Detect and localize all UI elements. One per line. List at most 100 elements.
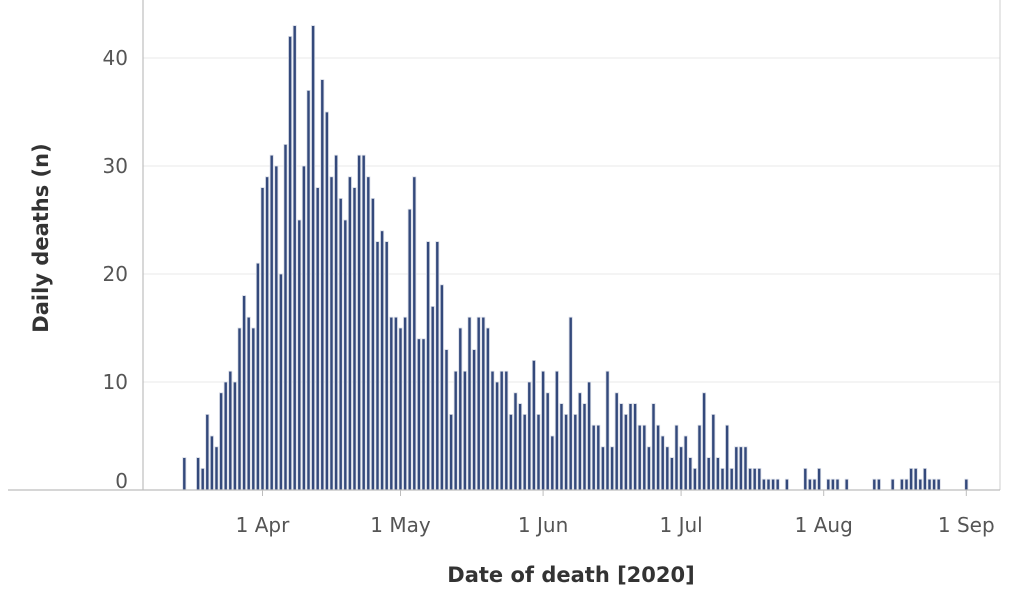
bar [757, 467, 762, 491]
bar [642, 424, 647, 491]
bar [651, 403, 656, 491]
bar [766, 478, 771, 491]
bar [472, 349, 477, 491]
bar [357, 154, 362, 491]
bar [844, 478, 849, 491]
bar [826, 478, 831, 491]
bar [453, 370, 458, 491]
bar [324, 111, 329, 491]
bar [366, 176, 371, 491]
bar [738, 446, 743, 491]
bar [205, 413, 210, 491]
bar [876, 478, 881, 491]
bar [306, 90, 311, 491]
bar [679, 446, 684, 491]
bar [278, 273, 283, 491]
bar [412, 176, 417, 491]
bar [499, 370, 504, 491]
bar [899, 478, 904, 491]
bar [182, 457, 187, 491]
bar [196, 457, 201, 491]
bar [232, 381, 237, 491]
bar [706, 457, 711, 491]
bar [812, 478, 817, 491]
bar [352, 187, 357, 491]
x-tick-label: 1 Sep [938, 513, 995, 537]
bar [200, 467, 205, 491]
x-axis-title: Date of death [2020] [447, 563, 694, 587]
bar [329, 176, 334, 491]
bar [407, 208, 412, 491]
x-tick-label: 1 Jul [659, 513, 702, 537]
bar [628, 403, 633, 491]
bar [274, 165, 279, 491]
bar [485, 327, 490, 491]
bar [752, 467, 757, 491]
bar [426, 241, 431, 491]
bar [702, 392, 707, 491]
bar [890, 478, 895, 491]
bar [320, 79, 325, 491]
bar [283, 143, 288, 491]
bar [462, 370, 467, 491]
bar [904, 478, 909, 491]
bar [577, 392, 582, 491]
bar [536, 413, 541, 491]
bar [729, 467, 734, 491]
bar [720, 467, 725, 491]
bar [633, 403, 638, 491]
bar [398, 327, 403, 491]
bar [623, 413, 628, 491]
bar [522, 413, 527, 491]
bar [872, 478, 877, 491]
bar [605, 370, 610, 491]
bar [338, 197, 343, 491]
bar [416, 338, 421, 491]
bar [490, 370, 495, 491]
bar [380, 230, 385, 491]
bar [619, 403, 624, 491]
bar [518, 403, 523, 491]
bar [909, 467, 914, 491]
x-tick-label: 1 Jun [518, 513, 568, 537]
bar [550, 435, 555, 491]
x-tick-label: 1 May [370, 513, 431, 537]
bar [292, 25, 297, 491]
bar [269, 154, 274, 491]
bar [817, 467, 822, 491]
bar [614, 392, 619, 491]
bar [688, 457, 693, 491]
bar [656, 424, 661, 491]
bar [683, 435, 688, 491]
bar [444, 349, 449, 491]
bar [541, 370, 546, 491]
bar [725, 424, 730, 491]
bar [743, 446, 748, 491]
bar [564, 413, 569, 491]
bar [697, 424, 702, 491]
bar [315, 187, 320, 491]
y-tick-label: 10 [103, 370, 128, 394]
bar [545, 392, 550, 491]
bar [646, 446, 651, 491]
bar [591, 424, 596, 491]
bar [610, 446, 615, 491]
bar [775, 478, 780, 491]
bar [421, 338, 426, 491]
y-tick-label: 20 [103, 262, 128, 286]
bar [600, 446, 605, 491]
bar [665, 446, 670, 491]
bar [784, 478, 789, 491]
bar [807, 478, 812, 491]
y-ticks: 0 10 20 30 40 [103, 46, 128, 493]
bar [242, 295, 247, 491]
y-tick-label: 30 [103, 154, 128, 178]
bar [913, 467, 918, 491]
bar [771, 478, 776, 491]
bar [288, 36, 293, 491]
bar [237, 327, 242, 491]
bar [209, 435, 214, 491]
bar [734, 446, 739, 491]
bar [255, 262, 260, 491]
bar [559, 403, 564, 491]
